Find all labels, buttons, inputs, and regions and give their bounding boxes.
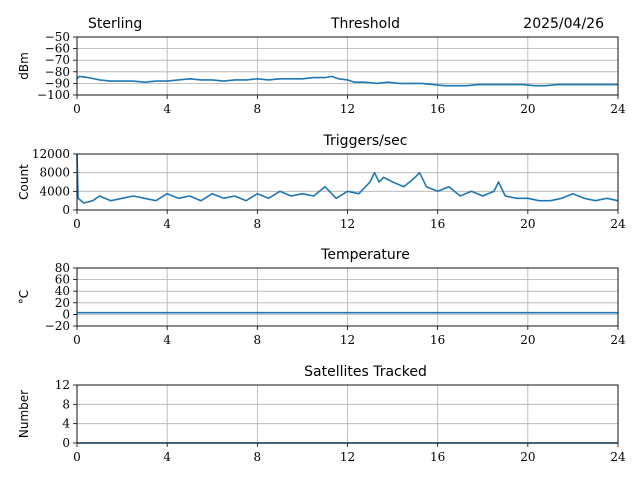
x-tick-label: 4 <box>163 450 171 464</box>
x-tick-label: 12 <box>340 217 355 231</box>
x-tick-label: 8 <box>254 217 262 231</box>
x-tick-label: 16 <box>430 450 445 464</box>
y-tick-label: 8 <box>62 397 70 411</box>
chart-title: Temperature <box>320 247 410 263</box>
panel-2: 0 4 8 12 16 20 24 12000 8000 4000 0 Triggers/sec Cou… <box>17 133 626 231</box>
x-tick-label: 20 <box>520 102 535 116</box>
y-tick-label: 4000 <box>39 184 70 198</box>
y-tick-label: −100 <box>37 88 70 102</box>
y-tick-label: 80 <box>55 261 70 275</box>
x-tick-label: 16 <box>430 217 445 231</box>
x-tick-label: 16 <box>430 102 445 116</box>
plot-frame <box>76 267 619 327</box>
x-tick-label: 24 <box>610 450 626 464</box>
y-tick-label: −20 <box>45 319 70 333</box>
y-tick-label: 0 <box>62 203 70 217</box>
y-tick-label: 20 <box>55 296 70 310</box>
x-tick-label: 12 <box>340 333 355 347</box>
chart-title: Threshold <box>330 16 400 32</box>
x-tick-label: 8 <box>254 333 262 347</box>
station-name: Sterling <box>88 16 142 32</box>
x-tick-label: 24 <box>610 333 626 347</box>
y-tick-label: 0 <box>62 307 70 321</box>
x-tick-label: 4 <box>163 102 171 116</box>
y-tick-label: 4 <box>62 417 70 431</box>
x-tick-label: 0 <box>73 333 81 347</box>
y-axis-label: dBm <box>17 52 31 80</box>
y-axis-label: Number <box>17 390 31 438</box>
y-axis-label: Count <box>17 164 31 200</box>
x-tick-label: 16 <box>430 333 445 347</box>
x-tick-label: 0 <box>73 102 81 116</box>
series-line-1 <box>76 153 619 204</box>
x-tick-label: 8 <box>254 450 262 464</box>
y-axis-label: °C <box>17 290 31 304</box>
x-tick-label: 4 <box>163 333 171 347</box>
y-tick-label: 8000 <box>39 166 70 180</box>
x-tick-label: 12 <box>340 450 355 464</box>
chart-title: Triggers/sec <box>323 133 408 149</box>
chart-title: Satellites Tracked <box>304 364 427 380</box>
y-tick-label: 12 <box>55 378 70 392</box>
x-tick-label: 20 <box>520 333 535 347</box>
x-tick-label: 0 <box>73 450 81 464</box>
x-tick-label: 20 <box>520 450 535 464</box>
x-tick-label: 4 <box>163 217 171 231</box>
plot-frame <box>76 153 619 211</box>
y-tick-label: −50 <box>45 30 70 44</box>
x-tick-label: 24 <box>610 102 626 116</box>
y-tick-label: 60 <box>55 273 70 287</box>
y-tick-label: 0 <box>62 436 70 450</box>
series-line-1 <box>76 75 618 87</box>
y-tick-label: 40 <box>55 284 70 298</box>
y-tick-label: 12000 <box>32 147 70 161</box>
y-tick-label: −80 <box>45 65 70 79</box>
y-tick-label: −70 <box>45 53 70 67</box>
x-tick-label: 0 <box>73 217 81 231</box>
x-tick-label: 8 <box>254 102 262 116</box>
x-tick-label: 24 <box>610 217 626 231</box>
plot-frame <box>76 36 619 96</box>
plot-frame <box>76 384 619 444</box>
panel-1: 0 4 8 12 16 20 24 −50−60−70−80−90−100 Threshold d… <box>17 16 626 116</box>
x-tick-label: 12 <box>340 102 355 116</box>
panel-4: 0 4 8 12 16 20 24 12 8 4 0 Satellites Tracked Number <box>17 364 626 464</box>
date-label: 2025/04/26 <box>523 16 604 32</box>
x-tick-label: 20 <box>520 217 535 231</box>
y-tick-label: −60 <box>45 42 70 56</box>
y-tick-label: −90 <box>45 76 70 90</box>
